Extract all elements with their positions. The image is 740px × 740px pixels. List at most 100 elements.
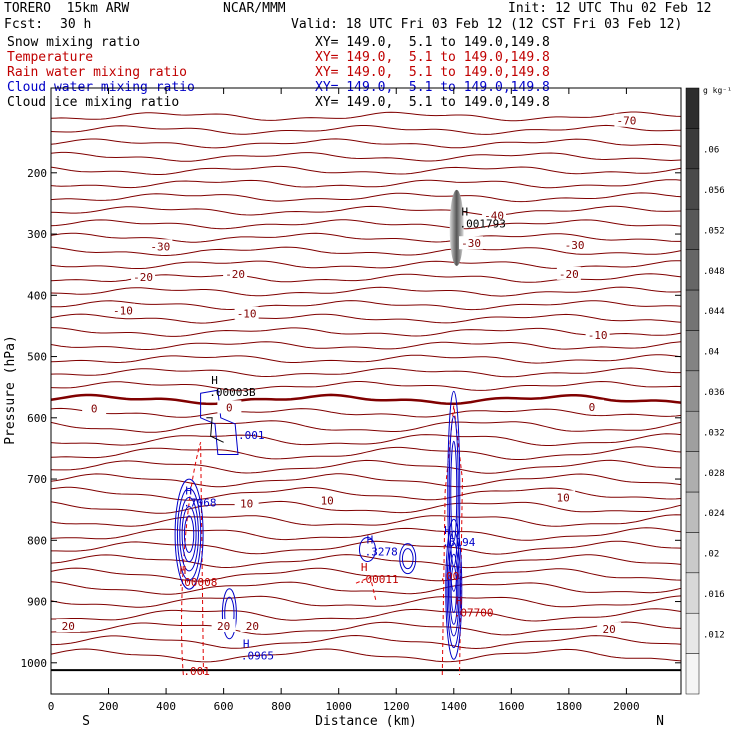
colorbar-swatch bbox=[685, 249, 700, 291]
colorbar-swatch bbox=[685, 370, 700, 412]
temperature-contour-line bbox=[50, 473, 682, 488]
ground-area bbox=[51, 670, 681, 694]
temperature-label-bg bbox=[315, 493, 340, 507]
cloud-water-contour bbox=[446, 530, 461, 649]
temperature-label-bg bbox=[223, 266, 248, 280]
temperature-contour-label: 0 bbox=[91, 403, 98, 416]
forecast-value: 30 h bbox=[60, 17, 92, 32]
temperature-label-bg bbox=[551, 490, 576, 504]
x-tick-label: 1800 bbox=[556, 700, 583, 713]
temperature-label-bg bbox=[585, 328, 610, 342]
north-label: N bbox=[656, 714, 664, 729]
cloud-water-contour bbox=[447, 390, 461, 592]
temperature-contour-line bbox=[50, 420, 682, 433]
colorbar-tick-label: .048 bbox=[703, 267, 725, 277]
temperature-contour-line bbox=[50, 111, 682, 122]
cloud-water-contour bbox=[449, 553, 459, 625]
temperature-contour-label: -20 bbox=[559, 268, 579, 281]
field-temperature-name: Temperature bbox=[7, 50, 94, 65]
temperature-contour-line bbox=[50, 327, 682, 337]
colorbar-tick-label: .06 bbox=[703, 146, 719, 156]
temperature-contour-line bbox=[51, 608, 682, 622]
y-tick-label: 600 bbox=[27, 412, 47, 425]
colorbar-tick-label: .04 bbox=[703, 348, 719, 358]
cloud-water-contour bbox=[450, 565, 457, 614]
temperature-contour-line bbox=[50, 260, 681, 269]
temperature-label-bg bbox=[148, 239, 173, 253]
cloud-water-contour bbox=[200, 389, 239, 456]
max-marker-letter: H bbox=[243, 637, 250, 650]
plot-frame bbox=[50, 87, 682, 695]
x-tick-label: 2000 bbox=[613, 700, 640, 713]
max-marker-value: .00003B bbox=[209, 386, 256, 399]
colorbar-tick-label: .036 bbox=[703, 388, 725, 398]
cloud-water-contour bbox=[399, 543, 417, 575]
colorbar-tick-label: .02 bbox=[703, 550, 719, 560]
field-rain-name: Rain water mixing ratio bbox=[7, 65, 188, 80]
max-marker-letter: H bbox=[456, 595, 463, 608]
max-marker-letter: H bbox=[185, 484, 192, 497]
cloud-water-contour bbox=[450, 440, 458, 542]
x-tick-label: 400 bbox=[156, 700, 176, 713]
init-time: Init: 12 UTC Thu 02 Feb 12 bbox=[508, 1, 712, 16]
temperature-contour-label: 10 bbox=[321, 494, 334, 507]
colorbar-tick-label: .032 bbox=[703, 428, 725, 438]
temperature-contour-label: -10 bbox=[588, 329, 608, 342]
temperature-contour-line bbox=[50, 138, 682, 149]
colorbar-tick-label: .052 bbox=[703, 226, 725, 236]
temperature-contour-line bbox=[50, 165, 682, 175]
temperature-contour-line bbox=[51, 300, 682, 311]
x-tick-label: 200 bbox=[99, 700, 119, 713]
cloud-water-contour bbox=[221, 588, 237, 640]
cloud-water-contour bbox=[179, 497, 199, 572]
max-marker-value: .001 bbox=[238, 429, 265, 442]
field-cloud-ice-xy: XY= 149.0, 5.1 to 149.0,149.8 bbox=[315, 95, 550, 110]
y-tick-label: 700 bbox=[27, 473, 47, 486]
colorbar-swatch bbox=[685, 208, 700, 250]
max-marker-value: .001793 bbox=[460, 218, 506, 231]
field-cloud-ice-name: Cloud ice mixing ratio bbox=[7, 95, 180, 110]
temperature-contour-line bbox=[50, 514, 682, 527]
temperature-contour-line bbox=[50, 634, 682, 650]
temperature-contour-line bbox=[50, 313, 682, 324]
temperature-contour-line bbox=[50, 554, 682, 569]
y-tick-label: 300 bbox=[27, 228, 47, 241]
max-marker-value: .00011 bbox=[359, 573, 399, 586]
temperature-contour-label: -30 bbox=[150, 240, 170, 253]
temperature-contour-label: -30 bbox=[565, 239, 585, 252]
x-tick-label: 600 bbox=[214, 700, 234, 713]
temperature-contour-label: 10 bbox=[240, 498, 253, 511]
cloud-water-contour bbox=[447, 542, 460, 637]
temperature-label-bg bbox=[217, 400, 242, 414]
temperature-contour-line bbox=[50, 124, 681, 135]
max-marker-letter: H bbox=[444, 524, 451, 537]
x-tick-label: 0 bbox=[48, 700, 55, 713]
y-tick-label: 1000 bbox=[21, 657, 48, 670]
temperature-contour-label: -20 bbox=[225, 268, 245, 281]
temperature-label-bg bbox=[211, 619, 236, 633]
colorbar-tick-label: .024 bbox=[703, 509, 725, 519]
y-tick-label: 400 bbox=[27, 289, 47, 302]
temperature-contour-line bbox=[50, 621, 682, 636]
colorbar-swatch bbox=[685, 491, 700, 533]
temperature-contour-line bbox=[50, 567, 682, 582]
field-temperature-xy: XY= 149.0, 5.1 to 149.0,149.8 bbox=[315, 50, 550, 65]
temperature-label-bg bbox=[562, 238, 587, 252]
temperature-contour-label: 20 bbox=[603, 623, 616, 636]
field-rain-xy: XY= 149.0, 5.1 to 149.0,149.8 bbox=[315, 65, 550, 80]
temperature-label-bg bbox=[234, 496, 259, 510]
temperature-contour-label: 20 bbox=[246, 620, 259, 633]
temperature-label-bg bbox=[110, 303, 135, 317]
rain-contour bbox=[441, 405, 463, 676]
max-marker-value: .00 bbox=[439, 570, 459, 583]
colorbar-swatch bbox=[685, 168, 700, 210]
temperature-contour-line bbox=[51, 540, 682, 555]
cloud-water-contour bbox=[181, 506, 197, 563]
temperature-contour-line bbox=[50, 486, 682, 501]
x-tick-label: 1200 bbox=[383, 700, 410, 713]
max-marker-value: .001 bbox=[183, 665, 210, 678]
colorbar-unit: g kg⁻¹ bbox=[703, 86, 732, 95]
temperature-label-bg bbox=[614, 113, 639, 127]
y-axis-title: Pressure (hPa) bbox=[3, 335, 18, 445]
